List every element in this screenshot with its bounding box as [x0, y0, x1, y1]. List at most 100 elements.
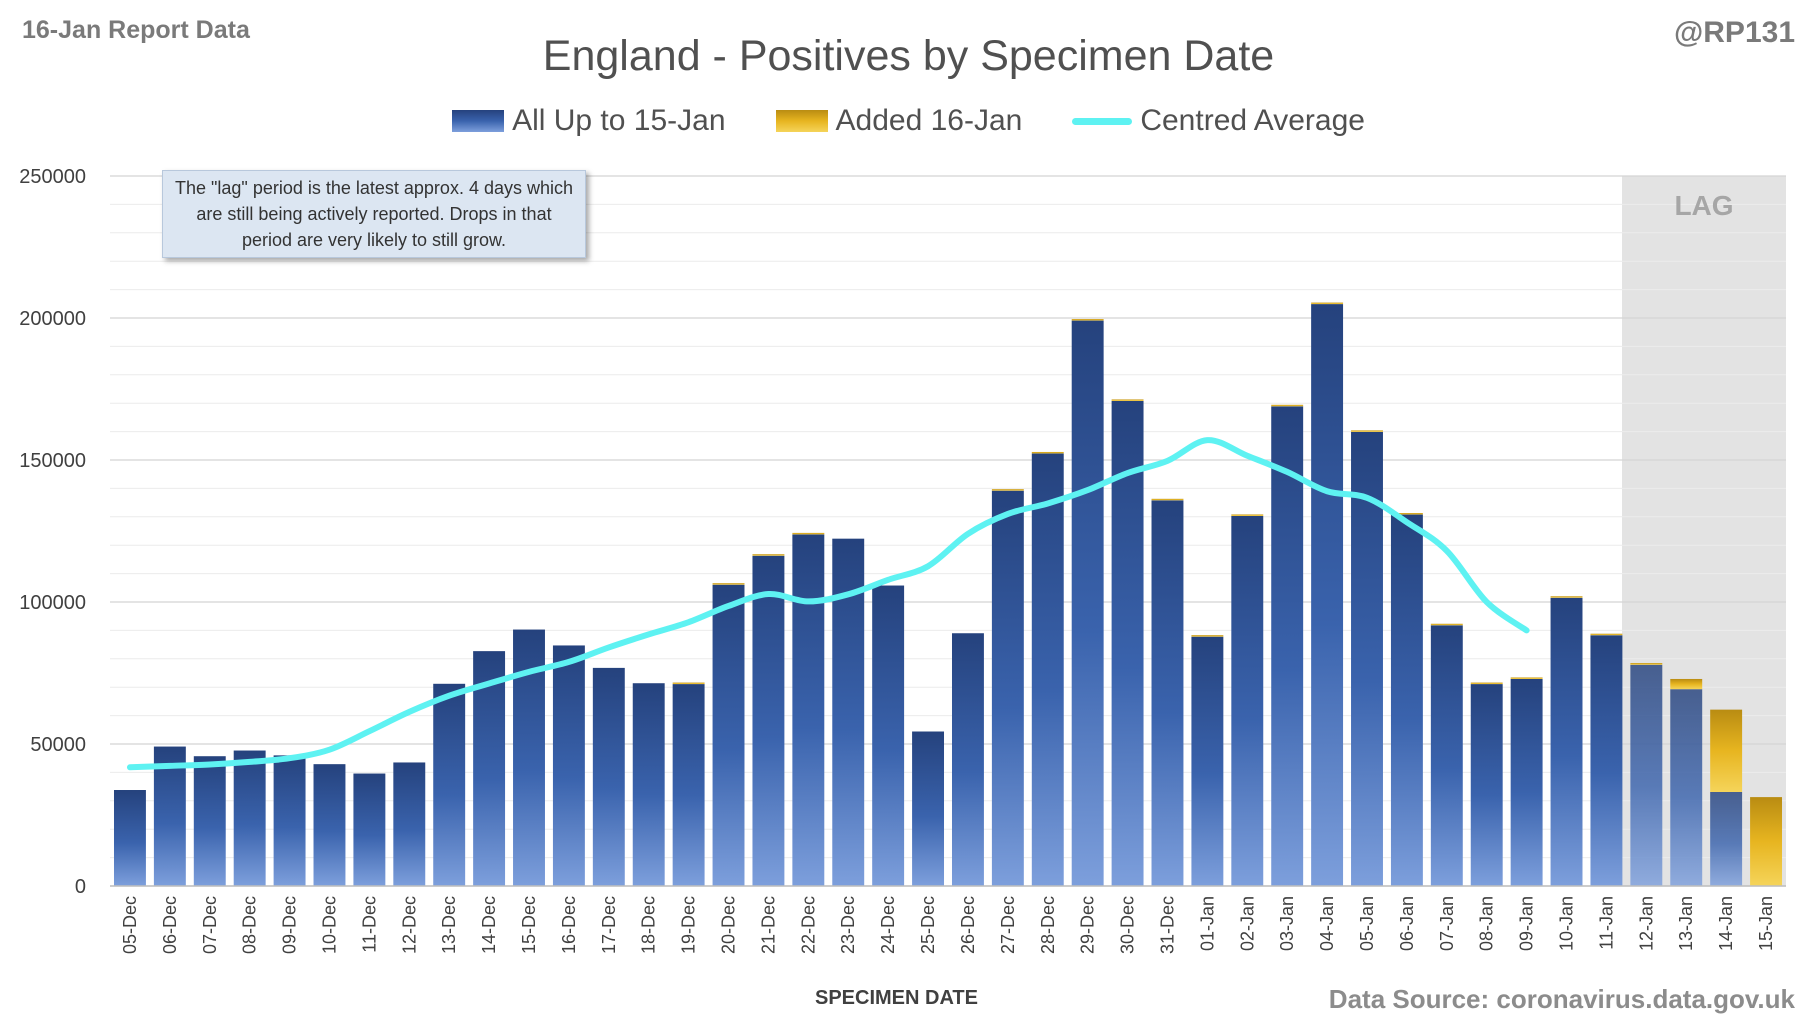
bar-base [1311, 304, 1344, 887]
legend-swatch-cyan [1072, 117, 1133, 125]
bar-base [872, 585, 905, 886]
x-tick-label: 12-Dec [399, 896, 419, 954]
x-tick-label: 07-Dec [200, 896, 220, 954]
lag-label: LAG [1674, 190, 1734, 221]
chart-title: England - Positives by Specimen Date [542, 32, 1275, 80]
bar-added [1111, 399, 1144, 401]
bar-added [1351, 430, 1383, 432]
x-tick-label: 24-Dec [878, 896, 898, 954]
bar-added [672, 682, 705, 685]
bar-base [1710, 791, 1743, 886]
bar-added [1231, 514, 1264, 516]
x-tick-label: 13-Dec [439, 896, 459, 954]
bar-base [552, 645, 585, 886]
bar-base [113, 790, 146, 886]
bar-base [153, 746, 186, 886]
legend-label-base: All Up to 15-Jan [512, 104, 726, 137]
x-tick-label: 09-Dec [280, 896, 300, 954]
bar-added [1311, 302, 1344, 305]
x-tick-label: 01-Jan [1197, 896, 1217, 951]
legend-item-base: All Up to 15-Jan [452, 104, 726, 138]
bar-added [1630, 663, 1663, 665]
x-tick-label: 05-Jan [1357, 896, 1377, 951]
x-tick-label: 07-Jan [1437, 896, 1457, 951]
x-tick-label: 12-Jan [1636, 896, 1656, 951]
x-tick-label: 03-Jan [1277, 896, 1297, 951]
x-tick-label: 30-Dec [1118, 896, 1138, 954]
bar-added [792, 532, 825, 535]
bar-base [632, 683, 665, 886]
report-label: 16-Jan Report Data [22, 16, 250, 44]
legend-label-added: Added 16-Jan [835, 104, 1023, 137]
bar-base [1351, 431, 1383, 886]
x-tick-label: 11-Jan [1596, 896, 1616, 950]
bar-base [193, 756, 226, 886]
x-tick-label: 19-Dec [679, 896, 699, 954]
x-tick-label: 14-Dec [479, 896, 499, 954]
bar-base [233, 750, 266, 886]
bar-base [792, 534, 825, 886]
data-source: Data Source: coronavirus.data.gov.uk [1328, 984, 1795, 1014]
x-tick-label: 08-Jan [1477, 896, 1497, 951]
x-tick-label: 10-Dec [319, 896, 339, 954]
x-tick-label: 18-Dec [639, 896, 659, 954]
bar-added [1191, 635, 1224, 637]
bar-base [1430, 625, 1463, 886]
x-tick-label: 05-Dec [120, 896, 140, 954]
bar-base [393, 762, 426, 886]
x-tick-label: 21-Dec [758, 896, 778, 954]
x-tick-label: 04-Jan [1317, 896, 1337, 951]
bar-added [712, 583, 745, 585]
bar-added [1750, 797, 1783, 886]
x-axis-title: SPECIMEN DATE [0, 987, 1817, 1010]
bar-added [1031, 451, 1064, 454]
bar-base [273, 755, 306, 886]
bar-base [951, 633, 984, 886]
bar-base [912, 731, 945, 886]
bar-added [1670, 678, 1703, 690]
x-tick-label: 15-Jan [1756, 896, 1776, 951]
y-tick-label: 200000 [19, 308, 86, 330]
bar-base [1590, 635, 1623, 886]
x-tick-label: 10-Jan [1557, 896, 1577, 951]
x-tick-label: 14-Jan [1716, 896, 1736, 951]
bar-base [1271, 406, 1304, 886]
x-tick-label: 06-Dec [160, 896, 180, 954]
y-tick-labels: 0 50000 100000 150000 200000 250000 [19, 166, 86, 898]
bar-base [991, 490, 1024, 886]
bar-base [1191, 636, 1224, 886]
bar-base [1670, 689, 1703, 886]
legend-item-average: Centred Average [1072, 104, 1365, 138]
bar-added [1590, 633, 1623, 636]
x-axis-title-text: SPECIMEN DATE [815, 987, 978, 1009]
y-tick-label: 250000 [19, 166, 86, 188]
bar-base [1510, 678, 1543, 886]
bar-base [1071, 320, 1104, 886]
x-tick-label: 11-Dec [359, 896, 379, 953]
x-tick-label: 23-Dec [838, 896, 858, 954]
bar-base [1231, 515, 1264, 886]
x-tick-label: 25-Dec [918, 896, 938, 954]
legend-item-added: Added 16-Jan [775, 104, 1023, 138]
x-tick-labels: 05-Dec 06-Dec 07-Dec 08-Dec 09-Dec 10-Dec 11-D… [120, 896, 1776, 954]
author-handle: @RP131 [1674, 16, 1795, 49]
bar-base [1390, 514, 1423, 886]
y-tick-label: 50000 [30, 734, 86, 756]
x-tick-label: 09-Jan [1517, 896, 1537, 951]
y-tick-label: 0 [75, 876, 86, 898]
x-tick-label: 29-Dec [1078, 896, 1098, 954]
legend-label-average: Centred Average [1140, 104, 1365, 137]
bar-base [592, 667, 625, 886]
y-tick-label: 150000 [19, 450, 86, 472]
x-tick-label: 16-Dec [559, 896, 579, 954]
x-tick-label: 20-Dec [719, 896, 739, 954]
bar-base [1031, 453, 1064, 886]
bar-added [1550, 596, 1583, 598]
x-tick-label: 28-Dec [1038, 896, 1058, 954]
average-line [126, 437, 1530, 771]
bar-added [1271, 404, 1304, 407]
x-tick-label: 22-Dec [798, 896, 818, 954]
bar-base [433, 683, 466, 886]
x-tick-label: 02-Jan [1237, 896, 1257, 951]
